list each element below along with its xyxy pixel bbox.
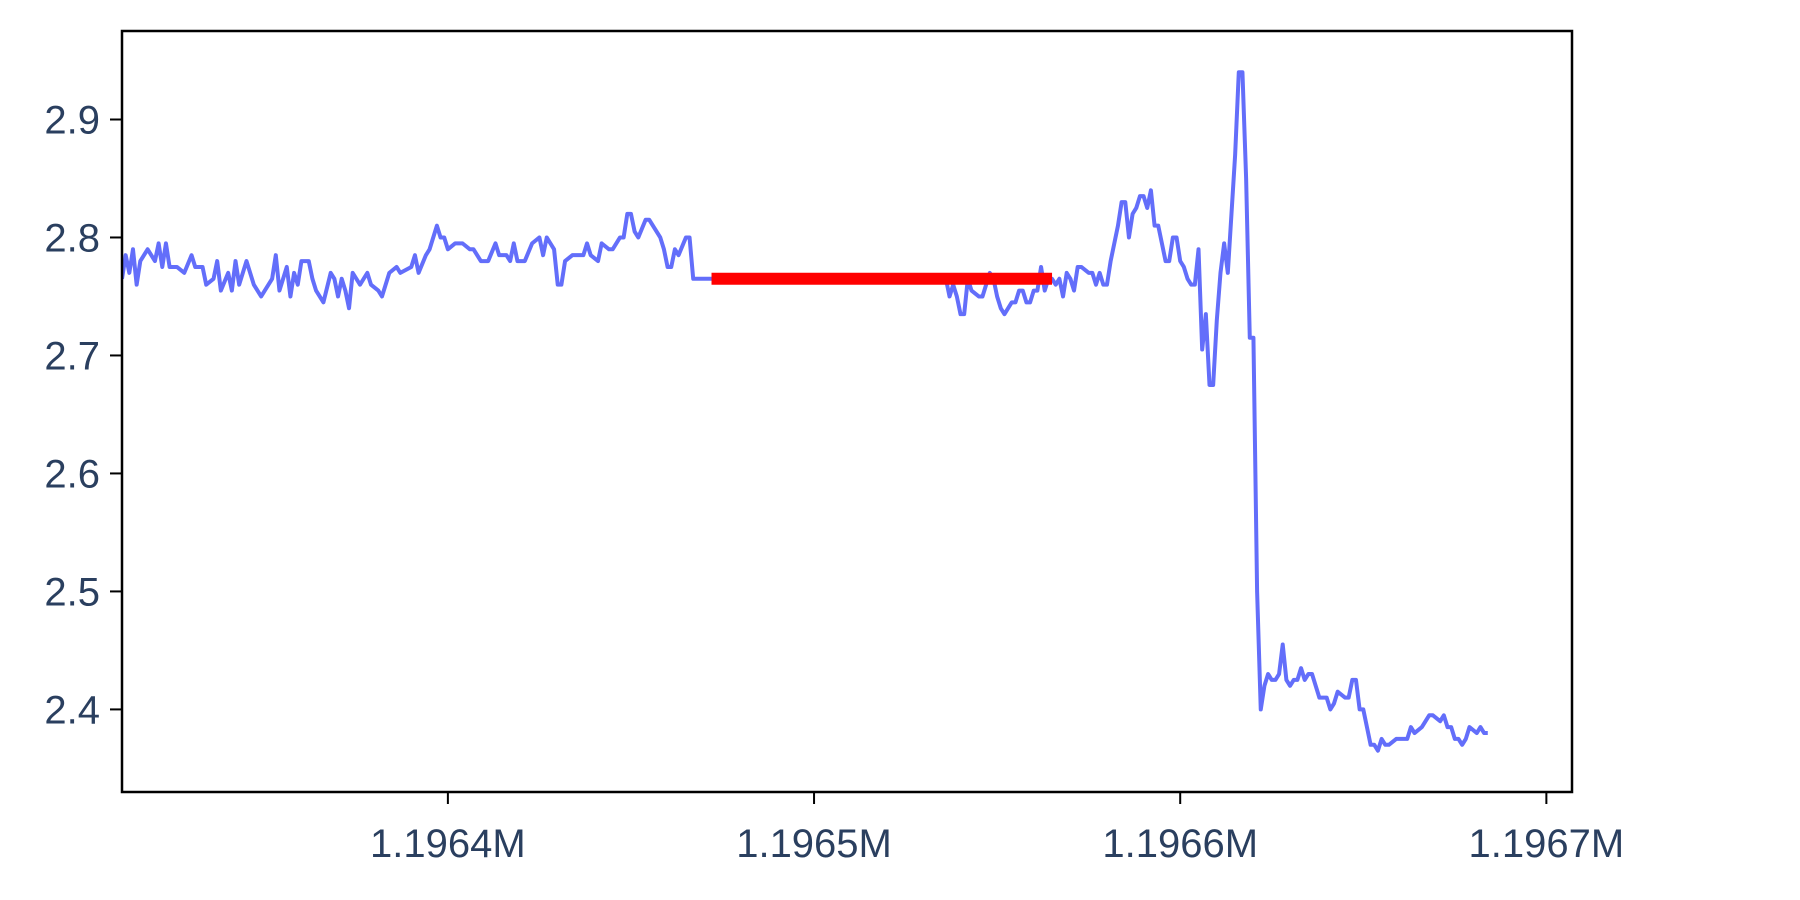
series-layer <box>122 70 1488 753</box>
y-tick-label: 2.9 <box>44 98 100 142</box>
plot-frame <box>120 29 1574 794</box>
x-tick-label: 1.1964M <box>370 822 526 866</box>
x-axis: 1.1964M 1.1965M 1.1966M 1.1967M <box>370 792 1624 866</box>
x-tick-label: 1.1965M <box>736 822 892 866</box>
y-tick-label: 2.6 <box>44 452 100 496</box>
y-tick-label: 2.7 <box>44 334 100 378</box>
x-tick-label: 1.1966M <box>1102 822 1258 866</box>
y-tick-label: 2.5 <box>44 570 100 614</box>
y-tick-label: 2.8 <box>44 216 100 260</box>
x-tick-label: 1.1967M <box>1469 822 1625 866</box>
y-tick-label: 2.4 <box>44 688 100 732</box>
series-line <box>122 70 1488 753</box>
y-axis: 2.4 2.5 2.6 2.7 2.8 2.9 <box>44 98 122 732</box>
